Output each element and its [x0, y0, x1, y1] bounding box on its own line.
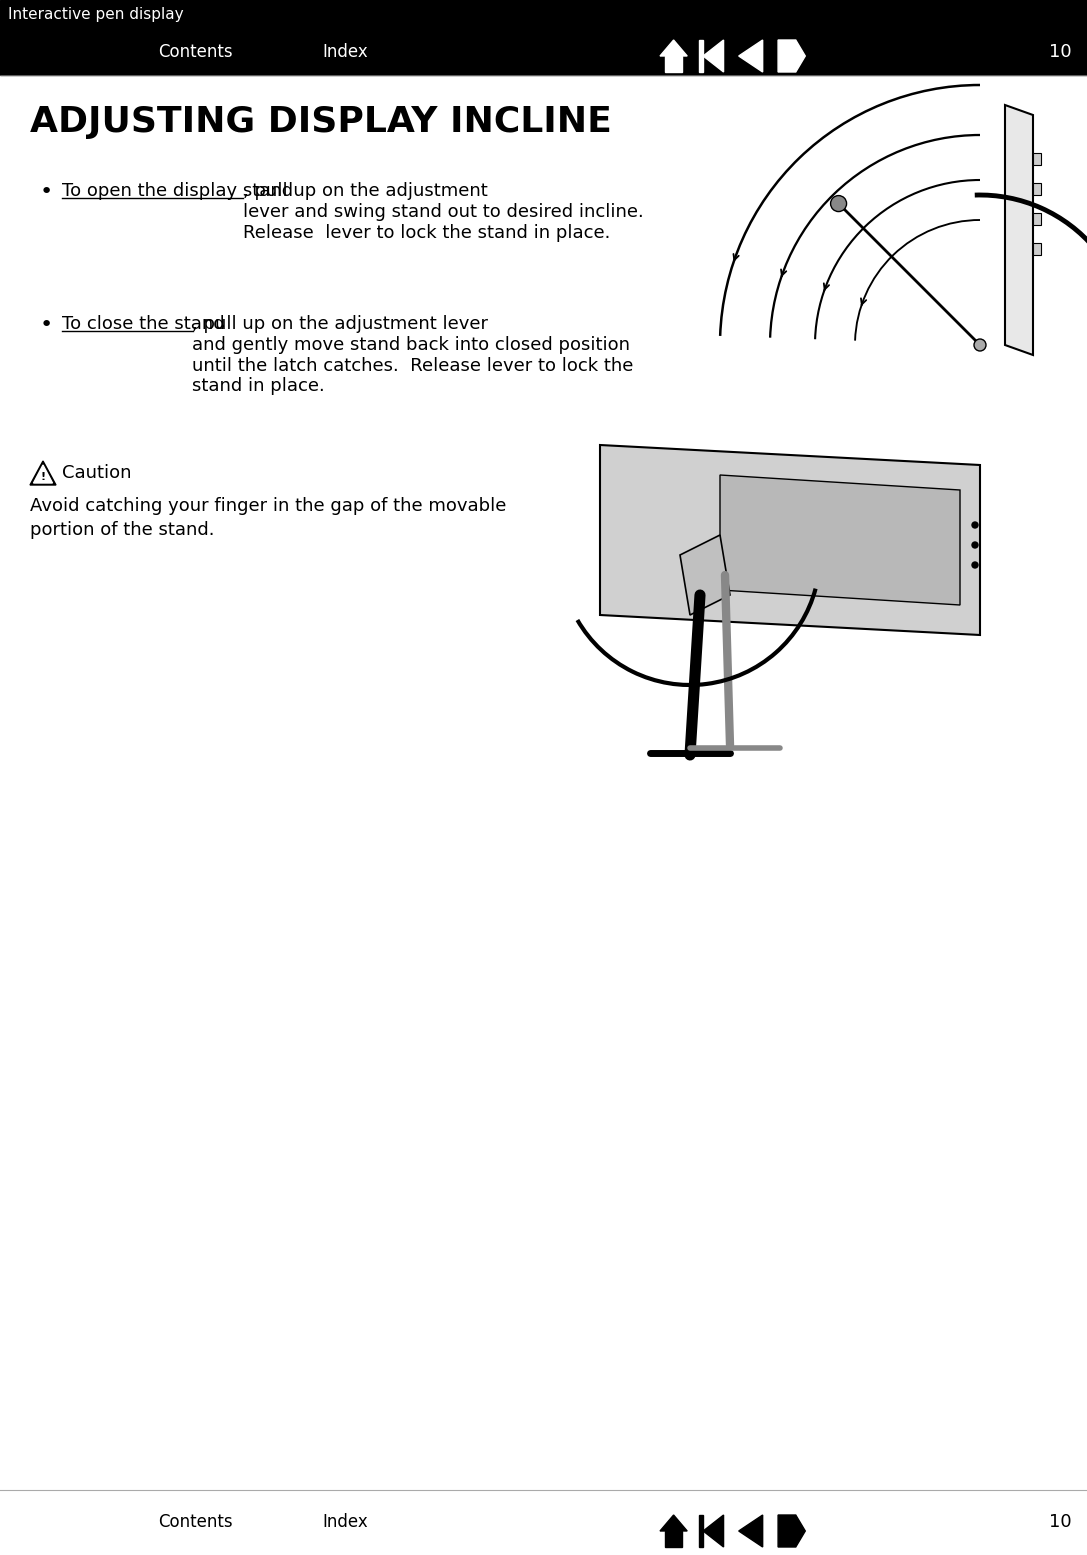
Polygon shape — [739, 1515, 763, 1547]
Polygon shape — [703, 40, 724, 72]
Polygon shape — [30, 460, 57, 485]
Text: Contents: Contents — [158, 1513, 233, 1532]
Bar — [699, 40, 703, 72]
Bar — [1033, 213, 1041, 225]
Text: 10: 10 — [1049, 44, 1072, 61]
Polygon shape — [739, 40, 763, 72]
Polygon shape — [720, 474, 960, 605]
Bar — [1033, 183, 1041, 194]
Polygon shape — [1005, 106, 1033, 355]
Polygon shape — [778, 1515, 805, 1547]
Text: Contents: Contents — [158, 44, 233, 61]
Text: To open the display stand: To open the display stand — [62, 182, 293, 201]
Bar — [1033, 152, 1041, 165]
Text: , pull up on the adjustment
lever and swing stand out to desired incline.
Releas: , pull up on the adjustment lever and sw… — [243, 182, 644, 241]
Polygon shape — [778, 40, 805, 72]
Text: Caution: Caution — [62, 463, 132, 482]
Text: !: ! — [40, 473, 46, 482]
Circle shape — [972, 543, 978, 547]
Circle shape — [972, 561, 978, 568]
Polygon shape — [660, 1515, 687, 1532]
Text: , pull up on the adjustment lever
and gently move stand back into closed positio: , pull up on the adjustment lever and ge… — [192, 316, 634, 395]
Circle shape — [974, 339, 986, 351]
Text: •: • — [40, 316, 53, 334]
Polygon shape — [600, 445, 980, 634]
Polygon shape — [660, 40, 687, 56]
Bar — [1033, 243, 1041, 255]
Circle shape — [972, 522, 978, 529]
Text: Avoid catching your finger in the gap of the movable
portion of the stand.: Avoid catching your finger in the gap of… — [30, 498, 507, 538]
Circle shape — [830, 196, 847, 211]
Bar — [0, 28, 1087, 75]
Polygon shape — [665, 1532, 682, 1547]
Text: Interactive pen display: Interactive pen display — [8, 6, 184, 22]
Bar — [0, 0, 1087, 28]
Text: Index: Index — [322, 44, 367, 61]
Polygon shape — [703, 1515, 724, 1547]
Text: 10: 10 — [1049, 1513, 1072, 1532]
Text: Index: Index — [322, 1513, 367, 1532]
Text: ADJUSTING DISPLAY INCLINE: ADJUSTING DISPLAY INCLINE — [30, 106, 612, 138]
Polygon shape — [680, 535, 730, 614]
Polygon shape — [665, 56, 682, 72]
Bar — [699, 1515, 703, 1547]
Text: To close the stand: To close the stand — [62, 316, 225, 333]
Polygon shape — [34, 465, 52, 484]
Text: •: • — [40, 182, 53, 202]
